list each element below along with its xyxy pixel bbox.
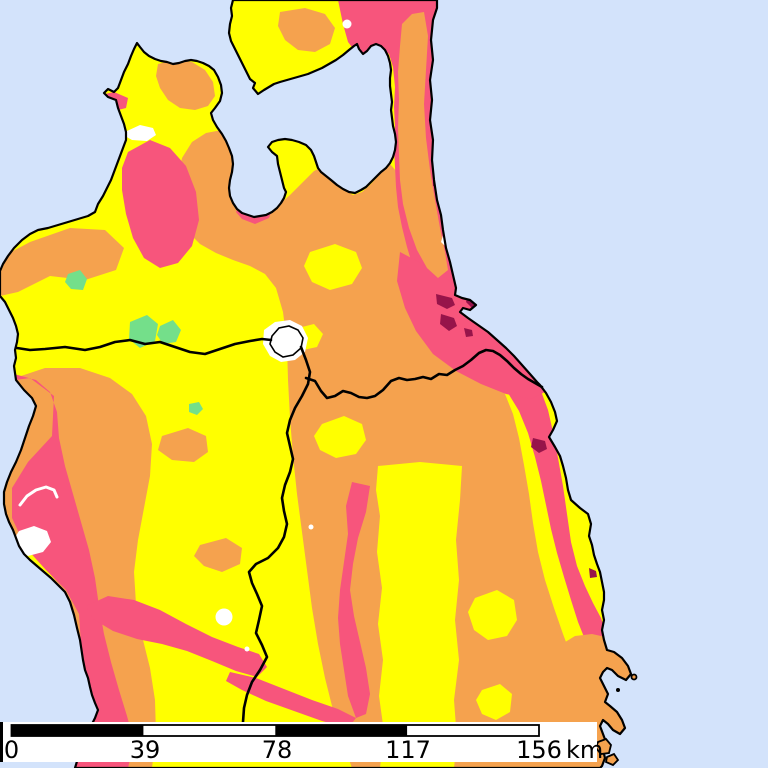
land-hazard-layers	[0, 0, 631, 768]
region-patch	[436, 294, 455, 309]
scale-tick-label: 156	[516, 736, 562, 764]
region-patch	[194, 538, 242, 572]
scale-bar-segment	[275, 725, 408, 736]
region-patch	[129, 315, 158, 348]
lake	[244, 646, 250, 652]
region-patch	[278, 8, 335, 52]
region-patch	[314, 416, 366, 458]
scale-tick-label: 0	[4, 736, 19, 764]
map-frame-edge	[0, 722, 3, 762]
region-patch	[157, 320, 181, 344]
prefecture-boundary	[304, 348, 544, 400]
scale-tick-label: 39	[130, 736, 161, 764]
region-patch	[0, 228, 124, 296]
region-patch	[440, 314, 457, 331]
hazard-regions-moderate-overlay	[294, 244, 517, 768]
hazard-regions-low	[65, 270, 203, 415]
region-patch	[158, 428, 208, 462]
region-patch	[589, 568, 597, 578]
lake	[125, 125, 156, 141]
region-patch	[86, 596, 267, 677]
region-patch	[464, 328, 473, 337]
region-patch	[531, 438, 547, 453]
lake-tazawa	[215, 608, 233, 626]
canal	[18, 485, 59, 507]
region-patch	[398, 12, 448, 278]
lake-hachirogata	[14, 526, 51, 556]
region-patch	[304, 244, 362, 290]
prefecture-boundary	[15, 337, 273, 356]
island	[604, 752, 620, 767]
region-patch	[0, 374, 134, 768]
lake	[342, 19, 352, 29]
region-patch	[122, 140, 199, 268]
scale-unit-label: km	[566, 736, 603, 764]
prefecture-boundary	[241, 345, 312, 724]
scale-bar: 0 39 78 117 156 km	[0, 722, 603, 764]
island	[630, 673, 638, 681]
scale-bar-segment	[11, 725, 144, 736]
scale-tick-label: 78	[262, 736, 293, 764]
region-patch	[156, 60, 215, 110]
region-patch	[226, 672, 356, 728]
region-patch	[65, 270, 87, 290]
region-patch	[476, 684, 512, 720]
scale-tick-label: 117	[385, 736, 431, 764]
region-patch	[468, 590, 517, 640]
island	[616, 688, 620, 692]
prefecture-boundaries	[15, 337, 544, 724]
region-patch	[189, 402, 203, 415]
region-patch	[338, 482, 370, 718]
lake	[308, 524, 314, 530]
region-patch	[376, 462, 462, 768]
